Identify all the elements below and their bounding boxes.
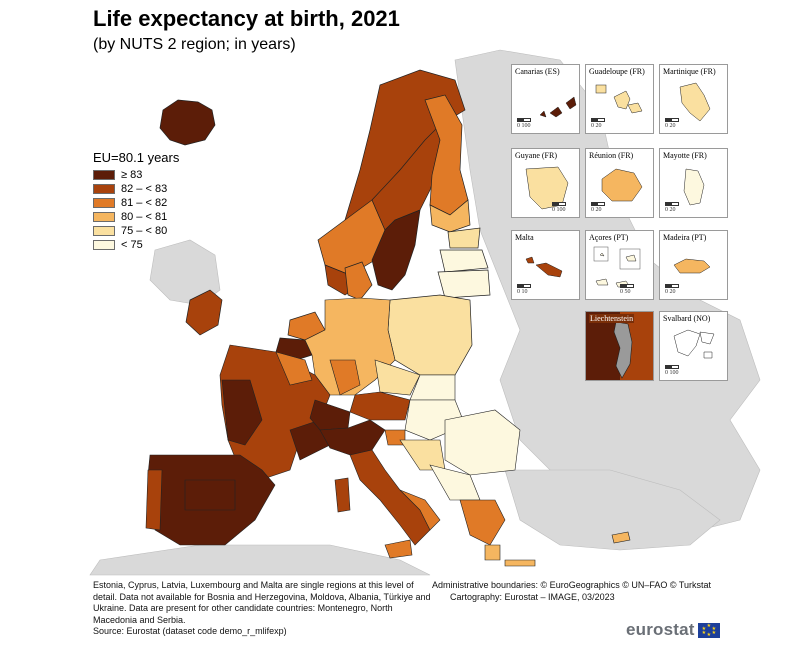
inset-shape [595, 84, 643, 114]
map-title: Life expectancy at birth, 2021 [93, 6, 400, 31]
inset-shape [673, 258, 711, 274]
inset-shape [525, 166, 569, 210]
legend-item: ≥ 83 [93, 168, 179, 182]
inset-label: Açores (PT) [589, 233, 629, 242]
footer-notes-text: Estonia, Cyprus, Latvia, Luxembourg and … [93, 580, 431, 625]
legend-item: < 75 [93, 238, 179, 252]
legend-swatch [93, 212, 115, 222]
legend-item: 80 – < 81 [93, 210, 179, 224]
footer-boundaries: Administrative boundaries: © EuroGeograp… [432, 580, 712, 590]
legend-title: EU=80.1 years [93, 150, 180, 165]
inset-acores: Açores (PT) 0 50 [585, 230, 654, 300]
inset-mayotte: Mayotte (FR) 0 20 [659, 148, 728, 218]
country-denmark [344, 261, 373, 301]
inset-scale: 0 20 [591, 202, 605, 213]
inset-guyane: Guyane (FR) 0 100 [511, 148, 580, 218]
inset-scale: 0 20 [665, 202, 679, 213]
inset-scale: 0 50 [620, 284, 634, 295]
inset-label: Martinique (FR) [663, 67, 716, 76]
legend-swatch [93, 240, 115, 250]
country-finland [424, 94, 471, 233]
inset-shape [593, 246, 641, 288]
inset-label: Malta [515, 233, 534, 242]
central-europe [349, 359, 466, 441]
legend-item: 81 – < 82 [93, 196, 179, 210]
inset-label: Canarias (ES) [515, 67, 560, 76]
legend: EU=80.1 years ≥ 83 82 – < 83 81 – < 82 8… [93, 150, 179, 252]
inset-shape [683, 168, 705, 206]
inset-scale: 0 100 [552, 202, 566, 213]
inset-label: Mayotte (FR) [663, 151, 707, 160]
legend-label: 80 – < 81 [121, 211, 168, 223]
inset-label: Guadeloupe (FR) [589, 67, 645, 76]
legend-label: 82 – < 83 [121, 183, 168, 195]
footer-source: Source: Eurostat (dataset code demo_r_ml… [93, 626, 287, 636]
inset-scale: 0 20 [665, 118, 679, 129]
country-poland [387, 294, 473, 376]
country-germany [304, 297, 396, 396]
inset-reunion: Réunion (FR) 0 20 [585, 148, 654, 218]
legend-item: 75 – < 80 [93, 224, 179, 238]
balkans [384, 409, 521, 501]
legend-label: < 75 [121, 239, 143, 251]
legend-label: 75 – < 80 [121, 225, 168, 237]
country-switzerland [309, 399, 351, 431]
inset-label: Guyane (FR) [515, 151, 557, 160]
iberia [145, 454, 276, 546]
inset-scale: 0 20 [665, 284, 679, 295]
country-ireland [185, 289, 223, 336]
footer-credits: Administrative boundaries: © EuroGeograp… [432, 580, 732, 603]
region-iceland [159, 99, 216, 146]
country-greece [459, 499, 536, 567]
baltic-states [437, 227, 491, 299]
logo-text: eurostat [626, 620, 695, 639]
inset-liechtenstein: Liechtenstein [585, 311, 654, 381]
footer-cartography: Cartography: Eurostat – IMAGE, 03/2023 [450, 591, 615, 602]
country-cyprus [611, 531, 631, 544]
inset-label: Svalbard (NO) [663, 314, 711, 323]
inset-scale: 0 100 [665, 365, 679, 376]
inset-guadeloupe: Guadeloupe (FR) 0 20 [585, 64, 654, 134]
inset-malta: Malta 0 10 [511, 230, 580, 300]
legend-label: 81 – < 82 [121, 197, 168, 209]
inset-shape [586, 312, 633, 380]
legend-swatch [93, 226, 115, 236]
inset-shape [601, 168, 643, 202]
inset-label: Madeira (PT) [663, 233, 707, 242]
country-italy [319, 419, 441, 559]
inset-scale: 0 20 [591, 118, 605, 129]
inset-madeira: Madeira (PT) 0 20 [659, 230, 728, 300]
inset-shape [525, 256, 563, 278]
inset-canarias: Canarias (ES) 0 100 [511, 64, 580, 134]
inset-shape [673, 329, 715, 359]
map-subtitle: (by NUTS 2 region; in years) [93, 36, 296, 53]
legend-swatch [93, 198, 115, 208]
inset-martinique: Martinique (FR) 0 20 [659, 64, 728, 134]
legend-item: 82 – < 83 [93, 182, 179, 196]
inset-shape [679, 82, 711, 122]
legend-label: ≥ 83 [121, 169, 143, 181]
inset-label: Réunion (FR) [589, 151, 634, 160]
inset-svalbard: Svalbard (NO) 0 100 [659, 311, 728, 381]
footer-notes: Estonia, Cyprus, Latvia, Luxembourg and … [93, 580, 433, 638]
country-sweden [371, 124, 441, 291]
eu-flag-icon: ★ ★ ★ ★ ★ ★ [697, 622, 720, 638]
legend-swatch [93, 170, 115, 180]
inset-label: Liechtenstein [589, 314, 635, 323]
inset-scale: 0 10 [517, 284, 531, 295]
legend-swatch [93, 184, 115, 194]
inset-shape [539, 96, 577, 118]
inset-scale: 0 100 [517, 118, 531, 129]
eurostat-logo: eurostat ★ ★ ★ ★ ★ ★ [626, 620, 720, 640]
